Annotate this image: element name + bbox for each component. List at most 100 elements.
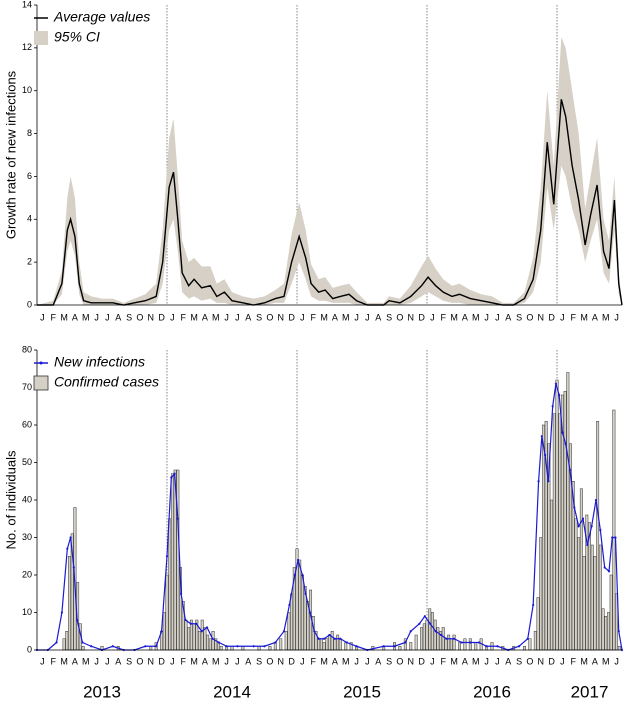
line [37,99,623,306]
bar [192,623,196,651]
y-tick-label: 10 [22,607,32,617]
point [274,641,277,644]
legend-swatch [34,31,48,45]
bar [290,593,294,651]
bar [219,646,223,651]
point [155,645,158,648]
month-label: A [375,312,381,322]
bar [463,638,467,651]
bar [338,638,342,651]
bar [539,537,543,651]
bar [590,544,594,651]
month-label: A [505,656,511,666]
month-label: O [266,656,273,666]
point [333,637,337,640]
month-label: J [560,656,565,666]
month-label: N [408,312,415,322]
point [263,645,266,648]
point [404,641,407,644]
month-label: M [190,656,198,666]
month-label: M [212,312,220,322]
bar [211,631,215,651]
bar [284,631,288,651]
month-label: J [235,312,240,322]
y-tick-label: 20 [22,569,32,579]
bar [300,574,304,651]
bar [162,612,166,651]
point [195,622,198,625]
y-tick-label: 6 [27,171,32,181]
point [317,637,320,640]
y-tick-label: 2 [27,257,32,267]
month-label: F [51,656,57,666]
month-label: F [571,312,577,322]
point [313,630,316,633]
bar [279,638,283,651]
month-label: J [495,656,500,666]
month-label: D [288,312,295,322]
bar [563,391,567,651]
point [322,637,326,640]
bar [336,634,340,651]
year-label: 2013 [83,682,121,701]
point [165,555,169,558]
bar [598,544,602,651]
bar [414,634,418,651]
point [308,611,312,614]
month-label: A [592,656,598,666]
bar [474,642,478,651]
point [75,618,79,622]
month-label: M [320,312,328,322]
month-label: A [115,312,121,322]
year-label: 2015 [343,682,381,701]
month-label: M [212,656,220,666]
point [339,637,342,640]
year-label: 2016 [473,682,511,701]
month-label: M [82,312,90,322]
legend-label: New infections [54,354,145,370]
month-label: A [505,312,511,322]
bar [601,608,605,651]
month-label: J [614,312,619,322]
bar [579,488,583,651]
bar [533,631,537,651]
month-label: A [245,656,251,666]
point [288,603,291,607]
month-label: M [82,656,90,666]
point [293,573,296,577]
month-label: J [170,312,175,322]
point [551,405,554,408]
y-tick-label: 70 [22,382,32,392]
bar [333,638,337,651]
month-label: O [526,312,533,322]
bar [325,638,329,651]
bar [65,631,69,651]
month-label: M [580,656,588,666]
bar [550,499,554,651]
month-label: J [40,656,45,666]
y-tick-label: 80 [22,344,32,354]
bar [187,627,191,651]
point [252,645,255,648]
month-label: J [430,656,435,666]
y-tick-label: 0 [27,299,32,309]
point [176,517,179,520]
month-label: S [386,312,392,322]
bar [425,619,429,651]
point [144,645,147,648]
month-label: O [266,312,273,322]
line [37,383,623,651]
month-label: J [484,312,489,322]
month-label: J [300,656,305,666]
point [537,480,540,483]
month-label: S [256,312,262,322]
point [173,472,176,475]
month-label: F [51,312,57,322]
y-tick-label: 10 [22,85,32,95]
month-label: N [278,656,285,666]
month-label: A [375,656,381,666]
bar [582,556,586,651]
month-label: M [580,312,588,322]
point [418,622,421,625]
bar [430,612,434,651]
